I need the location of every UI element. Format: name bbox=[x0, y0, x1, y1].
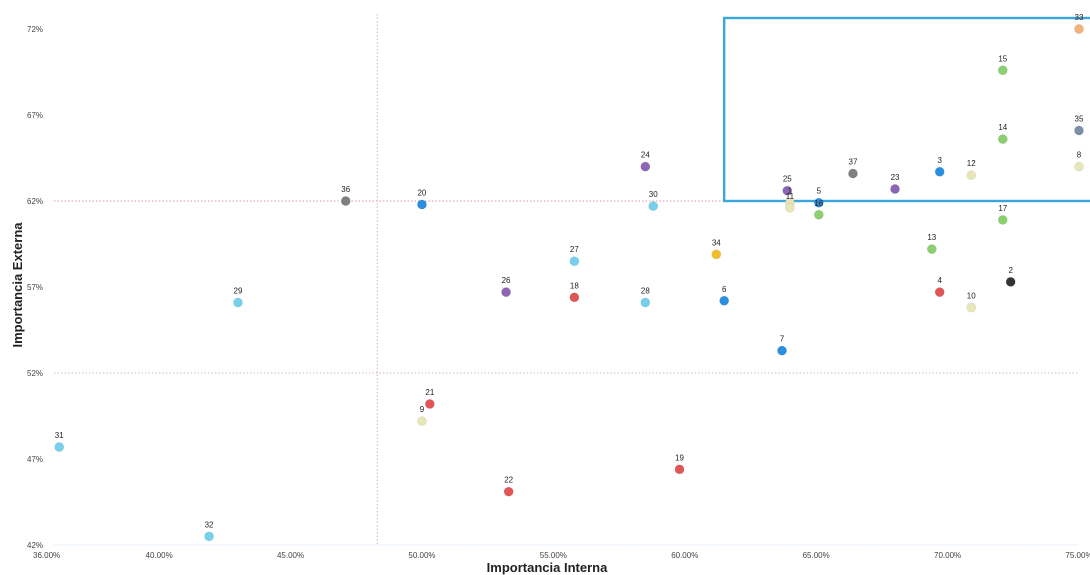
point-7 bbox=[777, 345, 787, 356]
point-label-33: 33 bbox=[1075, 13, 1084, 22]
x-tick-label: 55.00% bbox=[540, 551, 567, 560]
point-4 bbox=[934, 287, 945, 298]
point-28 bbox=[640, 297, 651, 308]
point-37 bbox=[848, 168, 858, 179]
point-9 bbox=[417, 416, 427, 427]
point-label-18: 18 bbox=[570, 281, 579, 290]
x-tick-label: 70.00% bbox=[934, 551, 961, 560]
point-26 bbox=[501, 287, 511, 298]
x-tick-label: 75.00% bbox=[1065, 551, 1090, 560]
point-label-3: 3 bbox=[937, 156, 942, 165]
y-tick-label: 42% bbox=[27, 541, 43, 550]
point-3 bbox=[934, 166, 945, 177]
point-32 bbox=[204, 531, 214, 542]
point-label-8: 8 bbox=[1077, 151, 1082, 160]
point-label-15: 15 bbox=[998, 54, 1007, 63]
point-27 bbox=[569, 256, 580, 267]
point-label-21: 21 bbox=[425, 388, 434, 397]
point-22 bbox=[503, 486, 514, 497]
point-13 bbox=[926, 244, 937, 255]
x-tick-label: 36.00% bbox=[33, 551, 60, 560]
point-20 bbox=[417, 199, 427, 210]
axes: 42% 47% 52% 57% 62% 67% 72% 36.00% 40.00% 45.00% 5… bbox=[27, 25, 1090, 560]
point-label-5: 5 bbox=[817, 187, 822, 196]
y-tick-label: 52% bbox=[27, 369, 43, 378]
point-6 bbox=[719, 295, 730, 306]
point-label-37: 37 bbox=[849, 157, 858, 166]
point-21 bbox=[424, 399, 435, 409]
point-36 bbox=[340, 196, 351, 206]
point-label-7: 7 bbox=[780, 335, 785, 344]
point-label-23: 23 bbox=[891, 173, 900, 182]
point-19 bbox=[674, 464, 685, 475]
point-label-16: 16 bbox=[814, 199, 823, 208]
point-25 bbox=[782, 185, 793, 196]
point-label-27: 27 bbox=[570, 245, 579, 254]
point-34 bbox=[711, 249, 722, 260]
point-16 bbox=[813, 209, 824, 220]
x-tick-label: 50.00% bbox=[408, 551, 435, 560]
point-label-9: 9 bbox=[420, 405, 425, 414]
point-label-29: 29 bbox=[234, 286, 243, 295]
data-points bbox=[54, 24, 1084, 542]
x-tick-label: 45.00% bbox=[277, 551, 304, 560]
point-label-2: 2 bbox=[1008, 266, 1013, 275]
point-label-14: 14 bbox=[998, 123, 1007, 132]
point-label-4: 4 bbox=[937, 276, 942, 285]
point-label-1: 1 bbox=[788, 187, 793, 196]
point-label-19: 19 bbox=[675, 453, 684, 462]
y-tick-label: 62% bbox=[27, 197, 43, 206]
point-11 bbox=[784, 202, 795, 213]
point-31 bbox=[54, 442, 65, 452]
point-label-10: 10 bbox=[967, 292, 976, 301]
point-8 bbox=[1074, 161, 1084, 172]
x-tick-label: 40.00% bbox=[146, 551, 173, 560]
y-axis-title: Importancia Externa bbox=[10, 222, 25, 348]
point-label-35: 35 bbox=[1075, 114, 1084, 123]
x-tick-label: 65.00% bbox=[803, 551, 830, 560]
point-23 bbox=[890, 184, 900, 194]
y-tick-label: 57% bbox=[27, 283, 43, 292]
reference-lines bbox=[54, 14, 1079, 545]
point-label-26: 26 bbox=[502, 276, 511, 285]
y-tick-label: 67% bbox=[27, 111, 43, 120]
point-label-22: 22 bbox=[504, 476, 513, 485]
point-label-28: 28 bbox=[641, 286, 650, 295]
point-label-12: 12 bbox=[967, 159, 976, 168]
x-tick-label: 60.00% bbox=[671, 551, 698, 560]
point-24 bbox=[640, 161, 651, 172]
point-label-13: 13 bbox=[927, 233, 936, 242]
x-axis-title: Importancia Interna bbox=[487, 560, 608, 575]
point-18 bbox=[569, 292, 580, 303]
point-10 bbox=[966, 302, 977, 313]
point-5 bbox=[813, 197, 824, 208]
point-17 bbox=[997, 215, 1008, 225]
point-15 bbox=[997, 65, 1008, 76]
point-33 bbox=[1074, 24, 1084, 34]
point-label-36: 36 bbox=[341, 185, 350, 194]
highlight-rectangle bbox=[722, 16, 1090, 203]
point-label-6: 6 bbox=[722, 285, 727, 294]
y-tick-label: 47% bbox=[27, 455, 43, 464]
point-label-24: 24 bbox=[641, 151, 650, 160]
y-tick-label: 72% bbox=[27, 25, 43, 34]
point-label-25: 25 bbox=[783, 175, 792, 184]
point-label-32: 32 bbox=[205, 520, 214, 529]
point-labels: 1234567891011121314151617181920212223242… bbox=[55, 13, 1084, 529]
point-label-30: 30 bbox=[649, 190, 658, 199]
point-30 bbox=[648, 201, 659, 212]
point-29 bbox=[233, 297, 243, 308]
point-label-31: 31 bbox=[55, 431, 64, 440]
point-label-34: 34 bbox=[712, 238, 721, 247]
point-label-17: 17 bbox=[998, 204, 1007, 213]
highlight-region bbox=[722, 16, 1090, 203]
point-14 bbox=[997, 134, 1008, 144]
point-12 bbox=[966, 170, 977, 181]
point-2 bbox=[1005, 276, 1016, 287]
point-35 bbox=[1074, 125, 1084, 136]
point-label-20: 20 bbox=[417, 188, 426, 197]
point-label-11: 11 bbox=[786, 192, 795, 201]
